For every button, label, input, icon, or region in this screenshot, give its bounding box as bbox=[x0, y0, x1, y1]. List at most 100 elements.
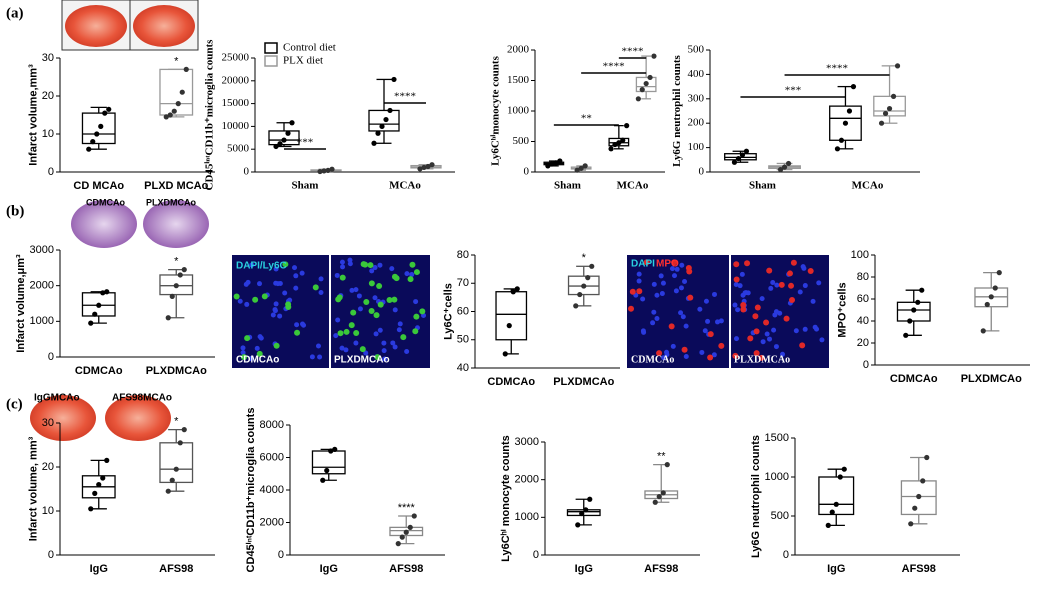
data-point bbox=[317, 168, 323, 175]
x-tick-label: CDMCAo bbox=[890, 373, 938, 385]
nucleus bbox=[771, 327, 777, 333]
y-tick-label: 10 bbox=[42, 128, 54, 140]
stained-cell bbox=[753, 328, 760, 335]
nucleus bbox=[658, 273, 664, 279]
nucleus bbox=[347, 257, 353, 263]
nucleus bbox=[733, 282, 739, 288]
significance-label: *** bbox=[785, 85, 802, 97]
y-axis-label: Ly6Cʰⁱmonocyte counts bbox=[489, 55, 502, 165]
data-point bbox=[612, 141, 618, 148]
data-point bbox=[903, 332, 909, 338]
y-axis-label: Infarct volume,mm³ bbox=[28, 64, 40, 166]
stained-cell bbox=[348, 322, 355, 329]
data-point bbox=[167, 112, 173, 118]
nucleus bbox=[814, 326, 820, 332]
nucleus bbox=[257, 281, 263, 287]
data-point bbox=[585, 275, 591, 281]
nucleus bbox=[661, 355, 667, 361]
data-point bbox=[98, 123, 104, 129]
data-point bbox=[829, 509, 835, 515]
y-axis-label: Infarct volume,μm³ bbox=[15, 254, 27, 353]
stained-cell bbox=[363, 299, 370, 306]
nucleus bbox=[390, 340, 396, 346]
y-tick-label: 1500 bbox=[507, 74, 530, 86]
stained-cell bbox=[807, 268, 814, 275]
data-point bbox=[908, 521, 914, 527]
y-tick-label: 0 bbox=[783, 549, 789, 561]
stained-cell bbox=[758, 354, 765, 361]
nucleus bbox=[810, 298, 816, 304]
stained-cell bbox=[754, 304, 761, 311]
data-point bbox=[575, 522, 581, 528]
y-tick-label: 1000 bbox=[507, 105, 530, 117]
box bbox=[159, 442, 194, 484]
stained-cell bbox=[747, 335, 754, 342]
stained-cell bbox=[240, 354, 247, 361]
x-tick-label: Sham bbox=[554, 180, 581, 192]
box bbox=[818, 476, 855, 516]
data-point bbox=[403, 529, 409, 535]
box bbox=[81, 112, 116, 145]
stained-cell bbox=[643, 259, 650, 266]
stained-cell bbox=[252, 296, 259, 303]
y-tick-label: 3000 bbox=[515, 436, 539, 448]
data-point bbox=[171, 108, 177, 114]
x-tick-label: IgG bbox=[827, 563, 845, 575]
nucleus bbox=[697, 306, 703, 312]
y-tick-label: 100 bbox=[688, 141, 705, 153]
data-point bbox=[179, 89, 185, 95]
data-point bbox=[574, 167, 580, 173]
image-label: AFS98MCAo bbox=[112, 393, 172, 404]
data-point bbox=[96, 482, 102, 488]
y-axis-label: Ly6G neutrophil counts bbox=[671, 54, 683, 166]
y-tick-label: 20000 bbox=[222, 74, 250, 86]
stained-cell bbox=[312, 284, 319, 291]
nucleus bbox=[404, 348, 410, 354]
nucleus bbox=[392, 307, 398, 313]
nucleus bbox=[381, 340, 387, 346]
nucleus bbox=[369, 268, 375, 274]
nucleus bbox=[240, 345, 246, 351]
y-tick-label: 100 bbox=[851, 249, 869, 261]
significance-label: *** bbox=[297, 137, 314, 149]
stained-cell bbox=[687, 294, 694, 301]
data-point bbox=[553, 160, 559, 166]
data-point bbox=[92, 311, 98, 317]
box bbox=[495, 291, 528, 341]
data-point bbox=[579, 510, 585, 517]
data-point bbox=[781, 164, 788, 170]
x-tick-label: Sham bbox=[749, 180, 776, 192]
nucleus bbox=[674, 266, 680, 272]
data-point bbox=[371, 140, 377, 146]
nucleus bbox=[816, 280, 822, 286]
y-tick-label: 2000 bbox=[507, 44, 530, 56]
chart: 0 2000 4000 6000 8000CD45ⁱⁿᵗCD11b⁺microglia … bbox=[244, 408, 445, 575]
y-tick-label: 3000 bbox=[30, 244, 54, 256]
nucleus bbox=[773, 344, 779, 350]
nucleus bbox=[372, 295, 378, 301]
data-point bbox=[583, 507, 589, 513]
data-point bbox=[421, 164, 427, 171]
nucleus bbox=[389, 266, 395, 272]
y-tick-label: 4000 bbox=[260, 484, 284, 496]
data-point bbox=[919, 287, 925, 293]
y-tick-label: 50 bbox=[457, 334, 469, 346]
data-point bbox=[104, 289, 110, 295]
image-label: DAPI bbox=[631, 259, 655, 270]
nucleus bbox=[404, 271, 410, 277]
nucleus bbox=[245, 279, 251, 285]
panel-label: (b) bbox=[6, 203, 24, 219]
legend-label: Control diet bbox=[283, 42, 336, 54]
nucleus bbox=[249, 262, 255, 268]
data-point bbox=[924, 454, 930, 461]
data-point bbox=[992, 285, 998, 291]
data-point bbox=[86, 146, 92, 152]
brain-slice bbox=[143, 200, 209, 248]
data-point bbox=[514, 286, 520, 292]
nucleus bbox=[640, 296, 646, 302]
data-point bbox=[660, 490, 666, 496]
significance-marker: **** bbox=[398, 502, 416, 514]
